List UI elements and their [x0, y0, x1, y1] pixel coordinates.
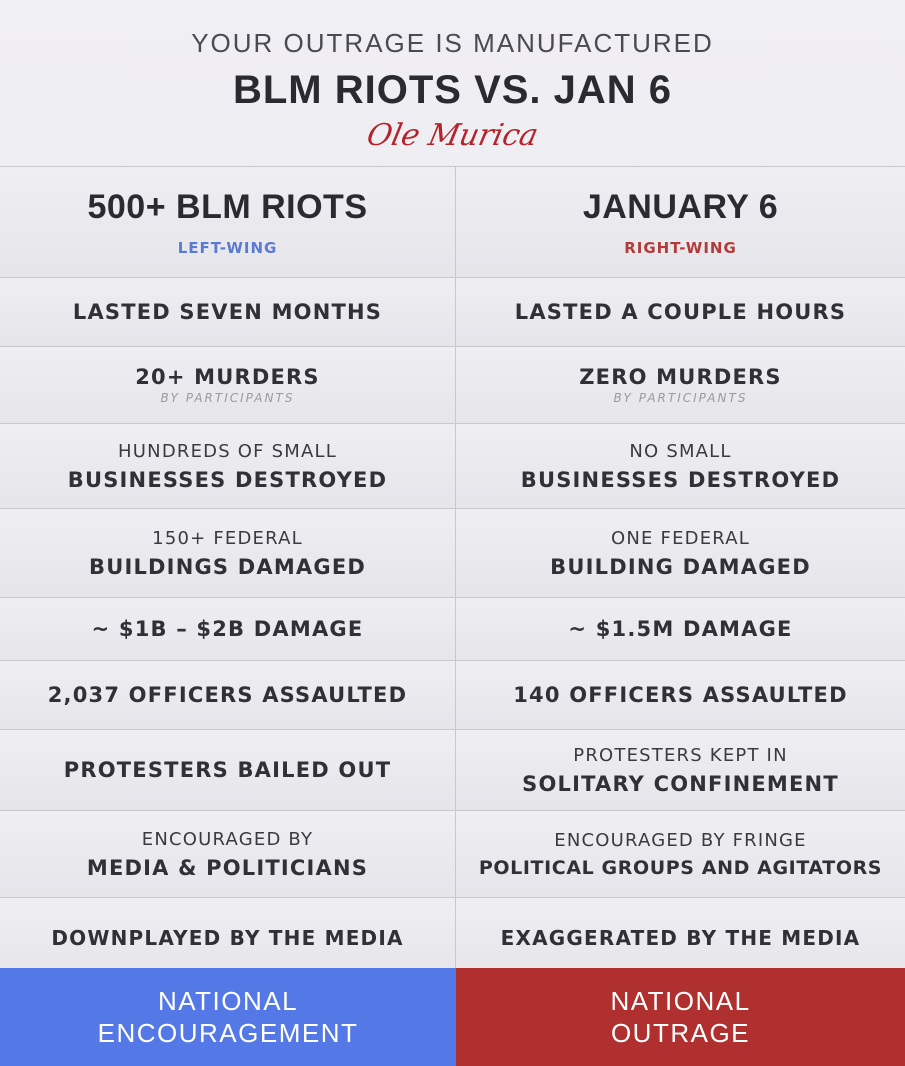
cell-text: BUILDING DAMAGED: [550, 554, 811, 579]
cell-text: LASTED A COUPLE HOURS: [514, 300, 847, 324]
footer-left-national-encouragement: NATIONAL ENCOURAGEMENT: [0, 968, 456, 1066]
table-cell-right: PROTESTERS KEPT IN SOLITARY CONFINEMENT: [456, 730, 905, 810]
table-row: 2,037 OFFICERS ASSAULTED 140 OFFICERS AS…: [0, 660, 905, 729]
cell-text: DOWNPLAYED BY THE MEDIA: [51, 926, 404, 950]
cell-text: MEDIA & POLITICIANS: [86, 855, 369, 880]
table-cell-right: EXAGGERATED BY THE MEDIA: [456, 898, 905, 978]
table-cell-left: 150+ FEDERAL BUILDINGS DAMAGED: [0, 509, 456, 597]
table-cell-right: 140 OFFICERS ASSAULTED: [456, 661, 905, 729]
table-row: 20+ MURDERS BY PARTICIPANTS ZERO MURDERS…: [0, 346, 905, 423]
column-header-right: JANUARY 6 RIGHT-WING: [456, 167, 905, 277]
kicker-text: YOUR OUTRAGE IS MANUFACTURED: [191, 28, 714, 58]
column-header-row: 500+ BLM RIOTS LEFT-WING JANUARY 6 RIGHT…: [0, 166, 905, 277]
table-cell-right: ~ $1.5M DAMAGE: [456, 598, 905, 660]
signature-logo: Ole Murica: [363, 118, 542, 153]
column-title-left: 500+ BLM RIOTS: [87, 187, 368, 226]
table-cell-left: 20+ MURDERS BY PARTICIPANTS: [0, 347, 456, 423]
cell-text: BUSINESSES DESTROYED: [520, 467, 841, 492]
comparison-table: 500+ BLM RIOTS LEFT-WING JANUARY 6 RIGHT…: [0, 166, 905, 978]
footer-right-national-outrage: NATIONAL OUTRAGE: [456, 968, 905, 1066]
cell-text: PROTESTERS BAILED OUT: [63, 758, 392, 782]
table-row: 150+ FEDERAL BUILDINGS DAMAGED ONE FEDER…: [0, 508, 905, 597]
cell-text: EXAGGERATED BY THE MEDIA: [500, 926, 861, 950]
cell-text-upper: 150+ FEDERAL: [152, 527, 303, 549]
cell-text: SOLITARY CONFINEMENT: [522, 771, 839, 796]
cell-subtext: BY PARTICIPANTS: [160, 391, 295, 405]
table-cell-right: ONE FEDERAL BUILDING DAMAGED: [456, 509, 905, 597]
table-cell-right: ZERO MURDERS BY PARTICIPANTS: [456, 347, 905, 423]
table-row: HUNDREDS OF SMALL BUSINESSES DESTROYED N…: [0, 423, 905, 508]
footer-right-line2: OUTRAGE: [610, 1018, 751, 1048]
cell-text: 140 OFFICERS ASSAULTED: [513, 683, 848, 707]
cell-text-upper: PROTESTERS KEPT IN: [573, 744, 788, 766]
footer-left-line2: ENCOURAGEMENT: [97, 1018, 359, 1048]
table-row: DOWNPLAYED BY THE MEDIA EXAGGERATED BY T…: [0, 897, 905, 978]
cell-text: 20+ MURDERS: [135, 365, 320, 389]
footer: NATIONAL ENCOURAGEMENT NATIONAL OUTRAGE: [0, 968, 905, 1066]
cell-text: POLITICAL GROUPS AND AGITATORS: [478, 856, 883, 879]
table-cell-left: PROTESTERS BAILED OUT: [0, 730, 456, 810]
cell-subtext: BY PARTICIPANTS: [613, 391, 748, 405]
header: YOUR OUTRAGE IS MANUFACTURED BLM RIOTS V…: [0, 0, 905, 166]
cell-text: BUILDINGS DAMAGED: [89, 554, 366, 579]
table-cell-left: ~ $1B – $2B DAMAGE: [0, 598, 456, 660]
footer-left-line1: NATIONAL: [157, 985, 299, 1016]
table-row: ENCOURAGED BY MEDIA & POLITICIANS ENCOUR…: [0, 810, 905, 897]
cell-text: ~ $1B – $2B DAMAGE: [91, 617, 364, 641]
cell-text: BUSINESSES DESTROYED: [67, 467, 388, 492]
table-row: PROTESTERS BAILED OUT PROTESTERS KEPT IN…: [0, 729, 905, 810]
cell-text-upper: ONE FEDERAL: [610, 527, 750, 549]
right-wing-tag: RIGHT-WING: [624, 238, 737, 257]
table-cell-left: 2,037 OFFICERS ASSAULTED: [0, 661, 456, 729]
cell-text: ZERO MURDERS: [579, 365, 782, 389]
table-cell-right: ENCOURAGED BY FRINGE POLITICAL GROUPS AN…: [456, 811, 905, 897]
table-cell-right: LASTED A COUPLE HOURS: [456, 278, 905, 346]
table-row: ~ $1B – $2B DAMAGE ~ $1.5M DAMAGE: [0, 597, 905, 660]
table-cell-right: NO SMALL BUSINESSES DESTROYED: [456, 424, 905, 508]
cell-text: LASTED SEVEN MONTHS: [72, 300, 383, 324]
column-title-right: JANUARY 6: [582, 187, 779, 226]
cell-text: ~ $1.5M DAMAGE: [568, 617, 793, 641]
table-cell-left: LASTED SEVEN MONTHS: [0, 278, 456, 346]
cell-text: 2,037 OFFICERS ASSAULTED: [47, 683, 408, 707]
table-cell-left: HUNDREDS OF SMALL BUSINESSES DESTROYED: [0, 424, 456, 508]
table-cell-left: ENCOURAGED BY MEDIA & POLITICIANS: [0, 811, 456, 897]
cell-text-upper: HUNDREDS OF SMALL: [118, 440, 337, 462]
cell-text-upper: ENCOURAGED BY FRINGE: [554, 829, 807, 851]
column-header-left: 500+ BLM RIOTS LEFT-WING: [0, 167, 456, 277]
table-row: LASTED SEVEN MONTHS LASTED A COUPLE HOUR…: [0, 277, 905, 346]
left-wing-tag: LEFT-WING: [177, 238, 278, 257]
cell-text-upper: NO SMALL: [629, 440, 732, 462]
cell-text-upper: ENCOURAGED BY: [141, 828, 314, 850]
table-cell-left: DOWNPLAYED BY THE MEDIA: [0, 898, 456, 978]
page-title: BLM RIOTS VS. JAN 6: [232, 68, 673, 112]
footer-right-line1: NATIONAL: [610, 985, 751, 1016]
